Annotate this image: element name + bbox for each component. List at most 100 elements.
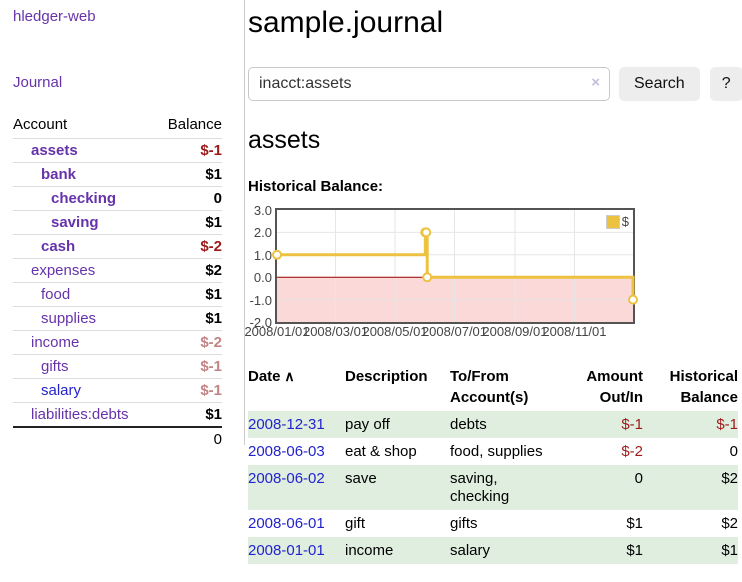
account-balance: $-1: [155, 354, 222, 379]
clear-search-icon[interactable]: ×: [591, 74, 600, 91]
register-accounts-cell: food, supplies: [450, 443, 543, 460]
register-amount-cell: $-1: [565, 411, 643, 438]
search-button[interactable]: Search: [619, 67, 700, 101]
register-header-tofrom: To/From Account(s): [450, 368, 529, 406]
account-row: saving $1: [13, 210, 222, 235]
register-header-historical: Historical Balance: [669, 368, 738, 406]
chart-x-tick-label: 2008/03/01: [302, 324, 369, 339]
register-table: Date ∧ Description To/From Account(s) Amoun…: [248, 366, 738, 564]
page-title: sample.journal: [248, 6, 444, 39]
register-description-cell: gift: [345, 515, 366, 532]
register-row: 2008-06-03 eat & shop food, supplies $-2 0: [248, 438, 738, 465]
account-balance: $1: [155, 306, 222, 331]
register-amount-cell: 0: [565, 465, 643, 510]
register-header-date[interactable]: Date ∧: [248, 368, 295, 385]
sidebar-account-link[interactable]: income: [31, 334, 80, 351]
register-balance-cell: 0: [729, 443, 738, 460]
account-heading: assets: [248, 126, 321, 154]
sidebar-account-link[interactable]: expenses: [31, 262, 96, 279]
register-date-cell: 2008-01-01: [248, 537, 345, 564]
accounts-table-header-balance: Balance: [167, 116, 222, 133]
account-balance: $1: [155, 162, 222, 187]
legend-label: $: [621, 214, 629, 229]
account-balance: $1: [155, 282, 222, 307]
transaction-date-link[interactable]: 2008-01-01: [248, 542, 325, 559]
account-row: salary $-1: [13, 378, 222, 403]
accounts-total-row: 0: [13, 426, 222, 451]
chart-y-tick-label: -1.0: [249, 292, 272, 308]
app-title[interactable]: hledger-web: [13, 8, 96, 25]
help-button[interactable]: ?: [709, 67, 742, 101]
account-row: income $-2: [13, 330, 222, 355]
register-accounts-cell: debts: [450, 411, 565, 438]
transaction-date-link[interactable]: 2008-12-31: [248, 416, 325, 433]
search-input[interactable]: [248, 67, 610, 101]
register-description-cell: income: [345, 537, 450, 564]
sort-ascending-icon[interactable]: ∧: [280, 368, 295, 384]
account-balance: $2: [155, 258, 222, 283]
accounts-table-header-account: Account: [13, 116, 68, 133]
register-row: 2008-06-01 gift gifts $1 $2: [248, 510, 738, 537]
account-row: gifts $-1: [13, 354, 222, 379]
register-row: 2008-01-01 income salary $1 $1: [248, 537, 738, 564]
register-balance-cell: $2: [643, 465, 738, 510]
transaction-date-link[interactable]: 2008-06-03: [248, 443, 325, 460]
register-row: 2008-12-31 pay off debts $-1 $-1: [248, 411, 738, 438]
sidebar-account-link[interactable]: assets: [31, 142, 78, 159]
chart-y-tick-label: 0.0: [253, 270, 272, 286]
sidebar-account-link[interactable]: liabilities:debts: [31, 406, 129, 423]
sidebar-account-link[interactable]: bank: [41, 166, 77, 183]
chart-x-tick-label: 2008/05/01: [362, 324, 428, 339]
register-date-cell: 2008-06-03: [248, 438, 345, 465]
register-description-cell: eat & shop: [345, 443, 417, 460]
account-balance: $1: [155, 210, 222, 235]
sidebar-account-link[interactable]: checking: [51, 190, 117, 207]
account-row: liabilities:debts $1: [13, 402, 222, 427]
sidebar-account-link[interactable]: salary: [41, 382, 82, 399]
chart-x-tick-label: 2008/07/01: [421, 324, 488, 339]
accounts-table: Account Balance assets $-1 bank $1 checking 0…: [13, 113, 222, 451]
register-date-cell: 2008-06-02: [248, 465, 345, 510]
register-balance-cell: $1: [643, 537, 738, 564]
sidebar-account-link[interactable]: gifts: [41, 358, 69, 375]
account-balance: $-1: [155, 378, 222, 403]
accounts-total-balance: 0: [155, 426, 222, 451]
sidebar-account-link[interactable]: supplies: [41, 310, 97, 327]
account-balance: $-1: [155, 138, 222, 163]
register-header-amount: Amount Out/In: [586, 368, 643, 406]
account-row: bank $1: [13, 162, 222, 187]
sidebar-account-link[interactable]: food: [41, 286, 71, 303]
register-amount-cell: $1: [565, 537, 643, 564]
sidebar-account-link[interactable]: cash: [41, 238, 76, 255]
account-row: expenses $2: [13, 258, 222, 283]
account-balance: $-2: [155, 330, 222, 355]
chart-legend: $: [604, 213, 630, 230]
register-description-cell: pay off: [345, 411, 450, 438]
register-amount-cell: $-2: [621, 443, 643, 460]
sidebar-account-link[interactable]: saving: [51, 214, 99, 231]
register-balance-cell: $2: [721, 515, 738, 532]
register-row: 2008-06-02 save saving, checking 0 $2: [248, 465, 738, 510]
account-row: food $1: [13, 282, 222, 307]
chart-y-tick-label: 3.0: [253, 203, 272, 218]
account-row: checking 0: [13, 186, 222, 211]
sidebar: hledger-web Journal Account Balance asse…: [0, 0, 245, 451]
register-header-description: Description: [345, 368, 428, 385]
historical-balance-chart: $ 3.0 2.0 1.0 0.0 -1.0 -2.0 2008/01/01 2008/03/…: [244, 203, 668, 343]
register-description-cell: save: [345, 465, 450, 510]
transaction-date-link[interactable]: 2008-06-02: [248, 470, 325, 487]
search-form: × Search ?: [248, 67, 742, 101]
transaction-date-link[interactable]: 2008-06-01: [248, 515, 325, 532]
account-row: supplies $1: [13, 306, 222, 331]
main-content: sample.journal × Search ? assets Histori…: [244, 0, 742, 564]
chart-y-tick-label: 1.0: [253, 247, 272, 263]
register-date-cell: 2008-12-31: [248, 411, 345, 438]
account-balance: $1: [155, 402, 222, 427]
register-accounts-cell: saving, checking: [450, 465, 565, 510]
chart-x-tick-label: 2008/11/01: [542, 324, 607, 339]
register-accounts-cell: salary: [450, 537, 565, 564]
account-row: cash $-2: [13, 234, 222, 259]
sidebar-item-journal[interactable]: Journal: [13, 74, 63, 91]
chart-canvas: [272, 210, 638, 322]
account-balance: 0: [155, 186, 222, 211]
